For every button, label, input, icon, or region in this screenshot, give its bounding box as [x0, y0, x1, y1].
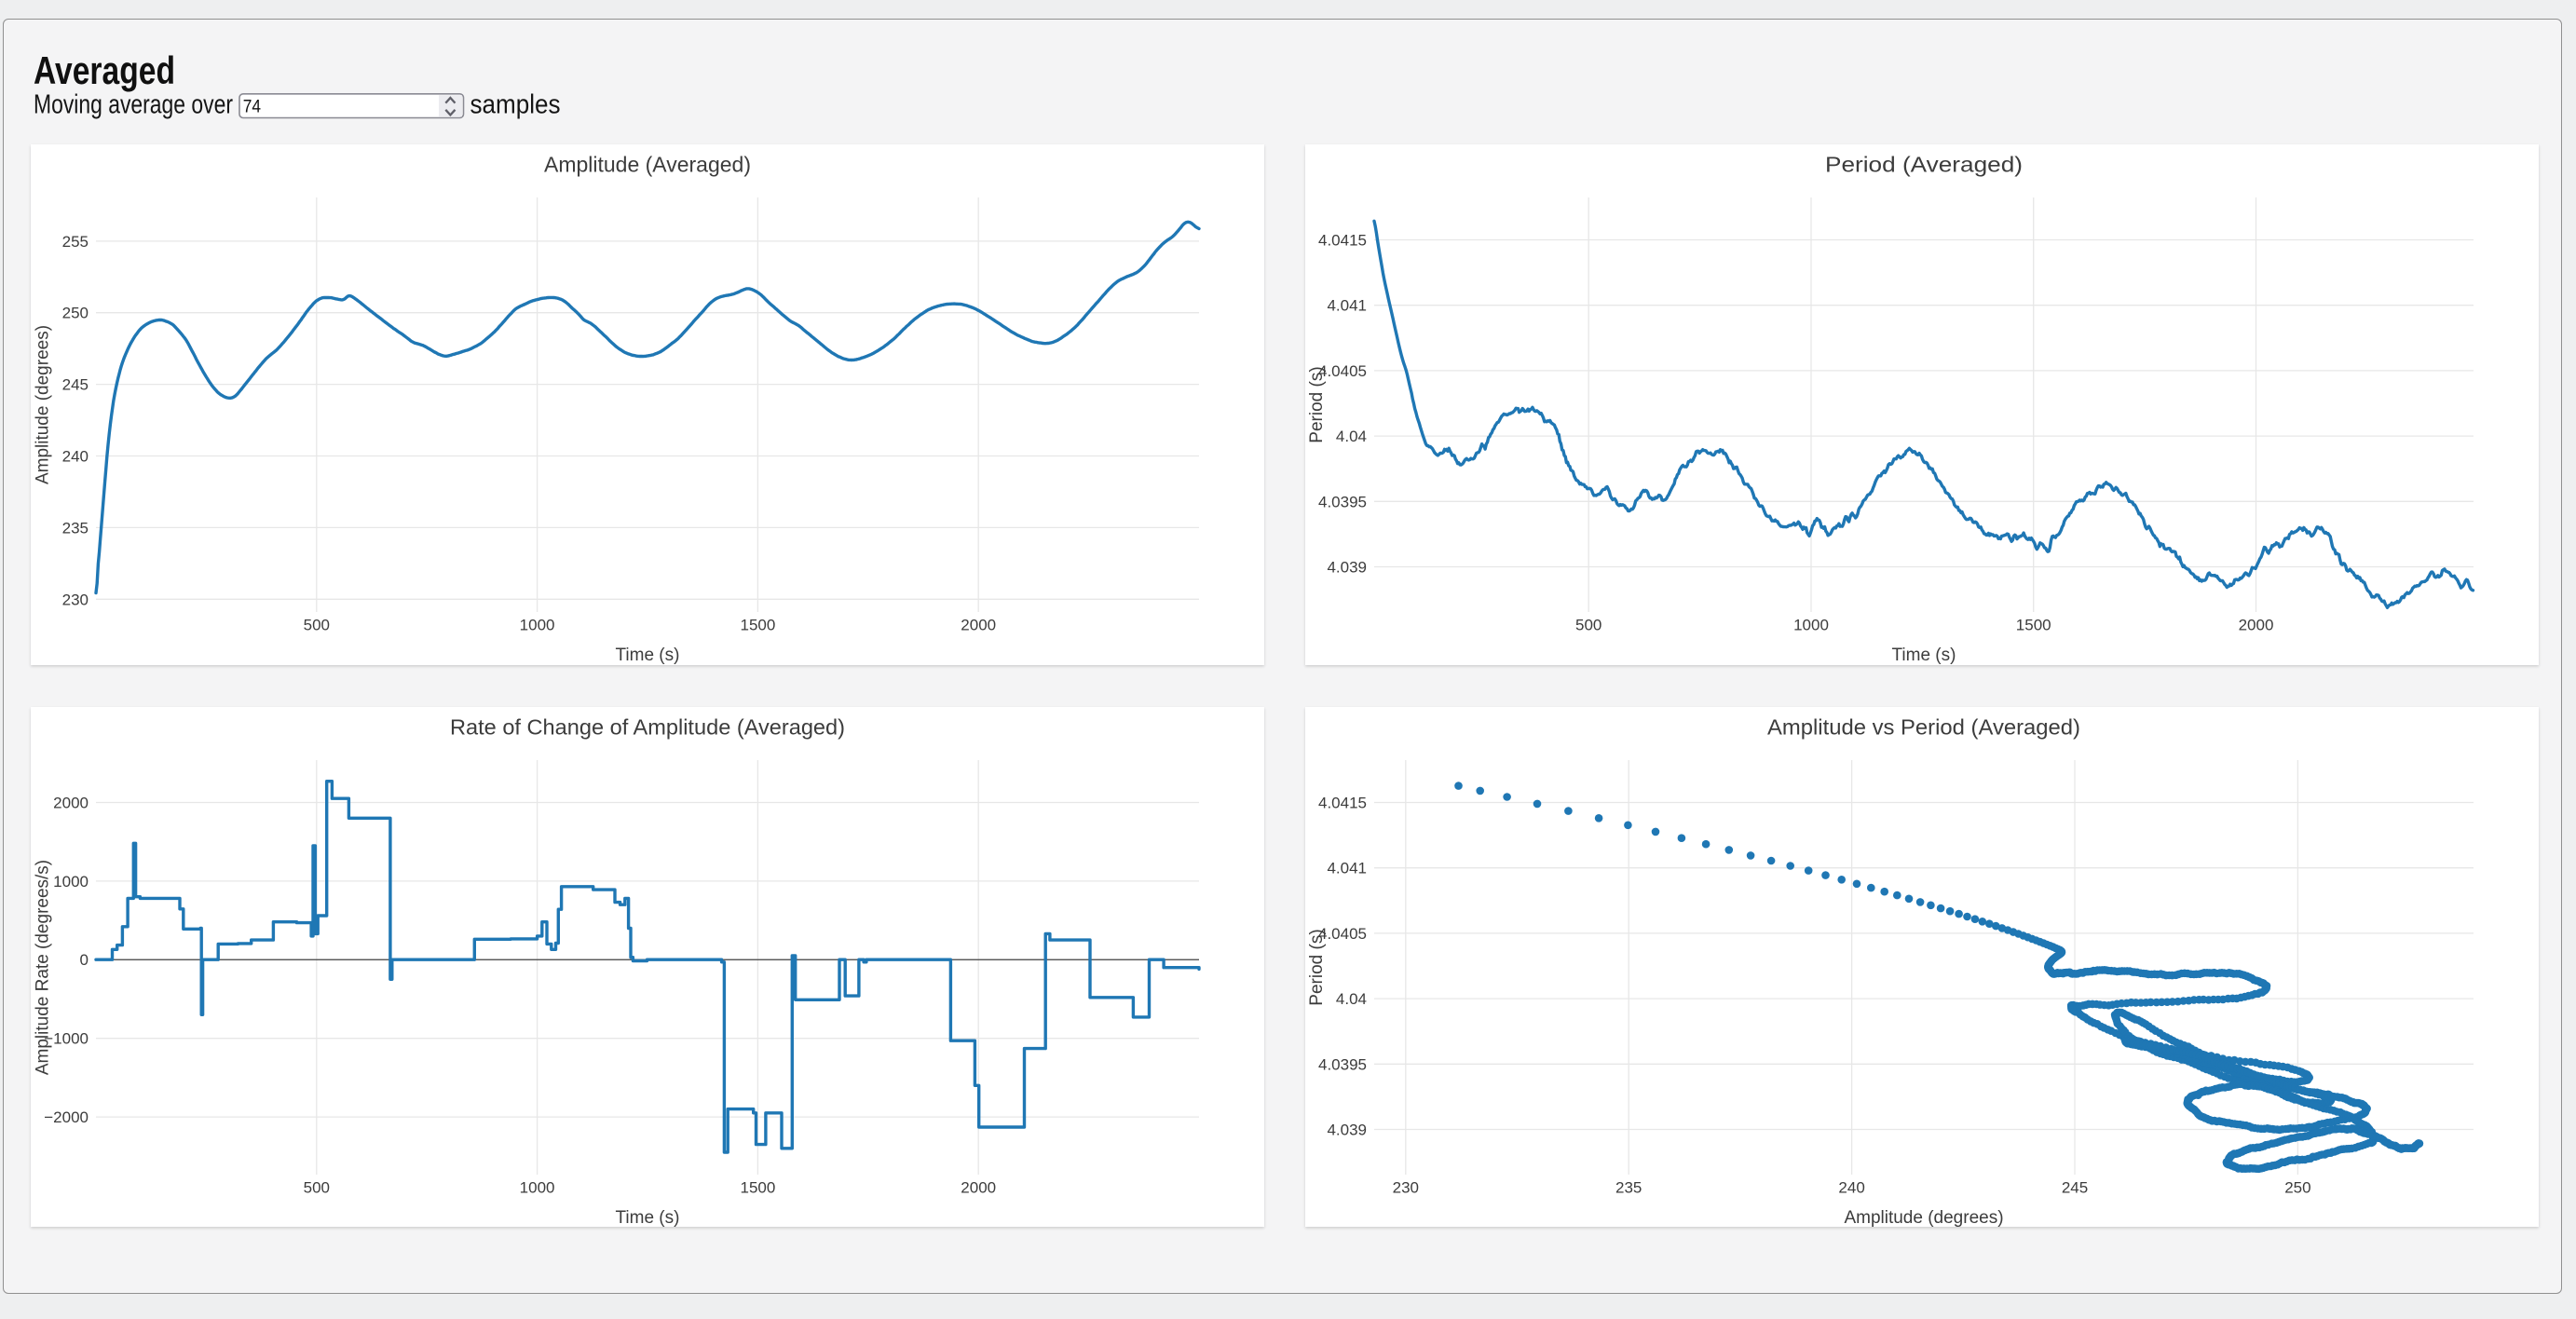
svg-text:245: 245: [62, 376, 89, 394]
svg-text:Period (Averaged): Period (Averaged): [1825, 153, 2023, 177]
svg-text:4.0395: 4.0395: [1318, 493, 1367, 510]
svg-text:4.04: 4.04: [1336, 990, 1367, 1008]
svg-text:Time (s): Time (s): [616, 646, 680, 665]
svg-text:250: 250: [62, 305, 89, 322]
svg-text:500: 500: [1575, 617, 1601, 634]
svg-text:samples: samples: [470, 90, 561, 120]
svg-text:1500: 1500: [740, 1179, 775, 1197]
svg-text:2000: 2000: [961, 1179, 996, 1197]
svg-text:Amplitude (Averaged): Amplitude (Averaged): [544, 153, 751, 177]
svg-text:2000: 2000: [2239, 617, 2274, 634]
svg-text:4.0405: 4.0405: [1318, 362, 1367, 380]
svg-text:Amplitude Rate (degrees/s): Amplitude Rate (degrees/s): [34, 860, 53, 1075]
svg-text:4.04: 4.04: [1336, 428, 1367, 445]
svg-text:Rate of Change of Amplitude (A: Rate of Change of Amplitude (Averaged): [450, 715, 845, 740]
svg-text:240: 240: [1838, 1179, 1864, 1197]
svg-text:Amplitude (degrees): Amplitude (degrees): [34, 325, 53, 484]
svg-text:2000: 2000: [53, 795, 89, 812]
svg-text:−1000: −1000: [44, 1030, 89, 1048]
svg-text:−2000: −2000: [44, 1108, 89, 1126]
svg-text:240: 240: [62, 448, 89, 466]
svg-text:4.041: 4.041: [1327, 860, 1367, 877]
svg-text:4.0415: 4.0415: [1318, 795, 1367, 812]
svg-text:500: 500: [304, 617, 330, 634]
svg-text:500: 500: [304, 1179, 330, 1197]
svg-text:4.0395: 4.0395: [1318, 1055, 1367, 1073]
svg-text:1500: 1500: [2016, 617, 2051, 634]
svg-text:4.039: 4.039: [1327, 559, 1367, 577]
svg-text:4.0415: 4.0415: [1318, 232, 1367, 250]
svg-text:Amplitude (degrees): Amplitude (degrees): [1844, 1208, 2003, 1228]
svg-text:4.039: 4.039: [1327, 1122, 1367, 1139]
svg-text:Averaged: Averaged: [34, 48, 175, 92]
svg-text:1000: 1000: [1793, 617, 1829, 634]
svg-text:235: 235: [62, 519, 89, 537]
svg-text:2000: 2000: [961, 617, 996, 634]
svg-text:0: 0: [80, 951, 89, 969]
svg-text:250: 250: [2284, 1179, 2310, 1197]
svg-text:4.0405: 4.0405: [1318, 925, 1367, 943]
svg-text:1000: 1000: [520, 617, 555, 634]
svg-text:Moving average over: Moving average over: [34, 90, 233, 120]
svg-text:Amplitude vs Period (Averaged): Amplitude vs Period (Averaged): [1767, 715, 2080, 740]
svg-text:230: 230: [1393, 1179, 1419, 1197]
svg-text:Period (s): Period (s): [1307, 929, 1327, 1005]
svg-text:235: 235: [1615, 1179, 1642, 1197]
svg-text:4.041: 4.041: [1327, 297, 1367, 315]
svg-text:Time (s): Time (s): [1892, 646, 1956, 665]
svg-text:1000: 1000: [53, 873, 89, 891]
svg-text:255: 255: [62, 233, 89, 251]
svg-text:245: 245: [2062, 1179, 2088, 1197]
svg-text:Period (s): Period (s): [1307, 366, 1327, 442]
svg-text:Time (s): Time (s): [616, 1208, 680, 1228]
svg-text:74: 74: [243, 98, 262, 117]
svg-text:1000: 1000: [520, 1179, 555, 1197]
svg-text:230: 230: [62, 591, 89, 608]
svg-text:1500: 1500: [740, 617, 775, 634]
